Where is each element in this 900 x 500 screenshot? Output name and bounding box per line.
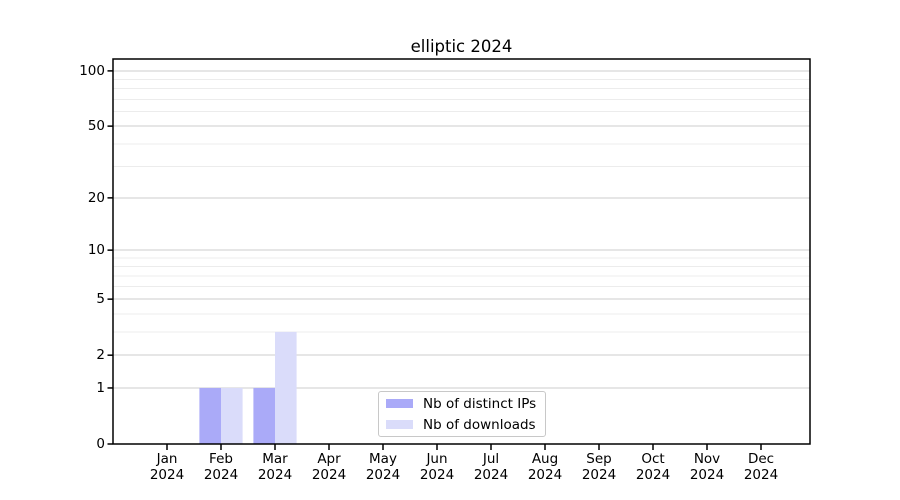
legend-label-distinct-ips: Nb of distinct IPs <box>423 395 537 412</box>
x-tick-year: 2024 <box>365 466 401 483</box>
y-tick-label-100: 100 <box>79 62 105 79</box>
chart-title: elliptic 2024 <box>410 37 513 56</box>
x-tick-month: May <box>369 451 397 467</box>
x-tick-label-aug: Aug 2024 <box>515 451 575 483</box>
y-tick-label-50: 50 <box>87 118 105 135</box>
bar-feb-downloads <box>221 387 243 444</box>
x-tick-label-jul: Jul 2024 <box>461 451 521 483</box>
x-tick-year: 2024 <box>311 466 347 483</box>
x-tick-month: Dec <box>747 451 775 467</box>
x-tick-month: Jun <box>426 451 448 467</box>
x-tick-month: Feb <box>209 451 233 467</box>
y-tick-label-20: 20 <box>87 189 105 206</box>
x-tick-label-sep: Sep 2024 <box>569 451 629 483</box>
x-tick-month: Aug <box>531 451 559 467</box>
x-tick-label-feb: Feb 2024 <box>191 451 251 483</box>
x-tick-label-mar: Mar 2024 <box>245 451 305 483</box>
legend-item-distinct-ips: Nb of distinct IPs <box>379 395 545 413</box>
x-tick-label-apr: Apr 2024 <box>299 451 359 483</box>
y-tick-label-10: 10 <box>87 242 105 259</box>
x-tick-year: 2024 <box>203 466 239 483</box>
x-tick-label-jan: Jan 2024 <box>137 451 197 483</box>
x-tick-year: 2024 <box>689 466 725 483</box>
bar-mar-distinct-ips <box>253 387 275 444</box>
legend-item-downloads: Nb of downloads <box>379 416 545 434</box>
x-tick-year: 2024 <box>743 466 779 483</box>
x-tick-year: 2024 <box>581 466 617 483</box>
bar-feb-distinct-ips <box>199 387 221 444</box>
x-tick-month: Nov <box>693 451 721 467</box>
x-tick-year: 2024 <box>635 466 671 483</box>
x-tick-month: Sep <box>586 451 612 467</box>
x-tick-month: Jul <box>482 451 500 467</box>
y-tick-label-0: 0 <box>96 436 105 452</box>
x-tick-year: 2024 <box>257 466 293 483</box>
x-tick-label-jun: Jun 2024 <box>407 451 467 483</box>
x-tick-year: 2024 <box>473 466 509 483</box>
x-tick-label-dec: Dec 2024 <box>731 451 791 483</box>
x-tick-year: 2024 <box>149 466 185 483</box>
y-tick-label-1: 1 <box>96 379 105 396</box>
y-tick-label-2: 2 <box>96 347 105 364</box>
x-tick-label-may: May 2024 <box>353 451 413 483</box>
legend-swatch-distinct-ips <box>386 399 413 408</box>
x-tick-label-oct: Oct 2024 <box>623 451 683 483</box>
y-tick-label-5: 5 <box>96 291 105 308</box>
x-tick-month: Oct <box>641 451 665 467</box>
legend-label-downloads: Nb of downloads <box>423 416 536 433</box>
legend-swatch-downloads <box>386 420 413 429</box>
x-tick-year: 2024 <box>527 466 563 483</box>
legend: Nb of distinct IPs Nb of downloads <box>378 391 546 437</box>
bar-mar-downloads <box>275 331 297 444</box>
x-tick-month: Mar <box>262 451 288 467</box>
plot-border <box>112 58 811 445</box>
x-tick-label-nov: Nov 2024 <box>677 451 737 483</box>
x-tick-year: 2024 <box>419 466 455 483</box>
x-tick-month: Jan <box>156 451 178 467</box>
x-tick-month: Apr <box>317 451 341 467</box>
